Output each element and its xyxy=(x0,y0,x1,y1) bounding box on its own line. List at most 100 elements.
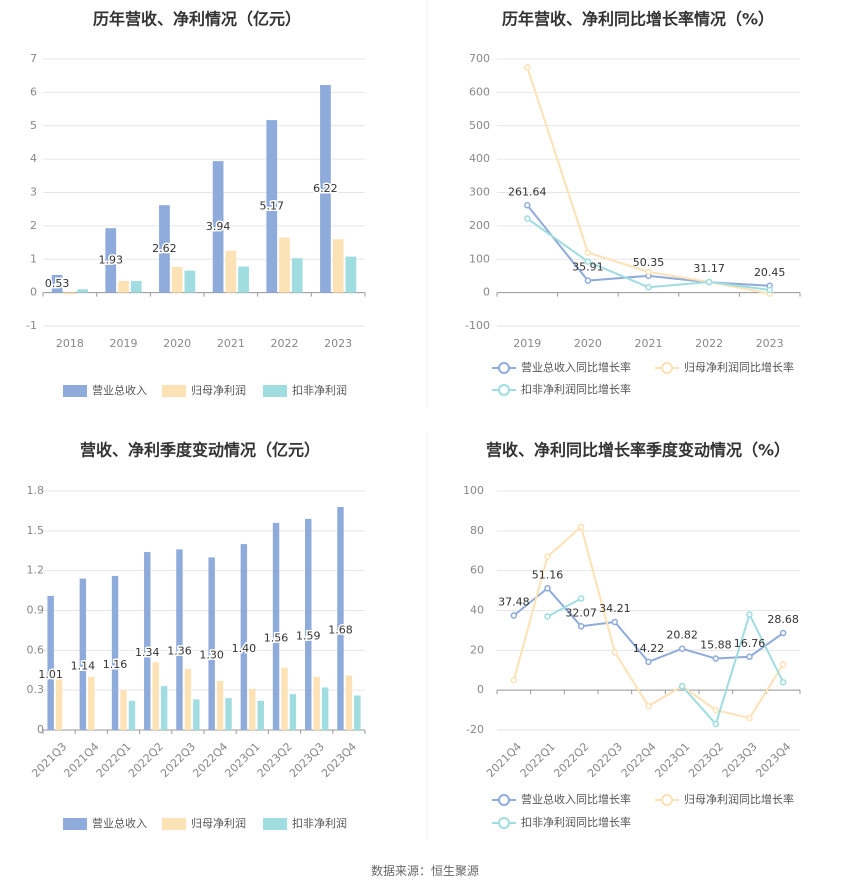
legend-item[interactable]: 归母净利润同比增长率 xyxy=(655,360,794,374)
series-point xyxy=(577,523,585,531)
x-tick-label: 2022 xyxy=(695,337,723,350)
bar-net-profit xyxy=(249,688,256,730)
legend-label: 归母净利润 xyxy=(191,383,246,397)
series-point xyxy=(611,649,619,656)
bar-revenue xyxy=(105,228,117,293)
series-line-segment xyxy=(681,685,717,725)
legend-swatch xyxy=(263,385,287,397)
x-tick-label: 2023Q4 xyxy=(753,740,793,780)
series-line-segment xyxy=(708,280,770,291)
series-point xyxy=(510,612,518,619)
series-point xyxy=(510,676,518,684)
y-tick-label: 7 xyxy=(30,52,37,65)
legend-item[interactable]: 扣非净利润 xyxy=(263,816,347,830)
y-tick-label: 0 xyxy=(477,683,484,696)
legend-marker xyxy=(498,817,510,829)
bar-revenue xyxy=(305,518,312,730)
x-tick-label: 2019 xyxy=(513,337,541,350)
y-tick-label: 1 xyxy=(30,252,37,265)
legend-item[interactable]: 归母净利润同比增长率 xyxy=(655,792,794,806)
source-text: 数据来源：恒生聚源 xyxy=(370,864,479,878)
y-tick-label: -1 xyxy=(26,319,37,332)
data-label: 0.53 xyxy=(45,277,70,290)
data-label: 1.93 xyxy=(99,253,124,266)
y-tick-label: 700 xyxy=(469,52,490,65)
y-tick-label: 1.5 xyxy=(27,524,45,537)
x-tick-label: 2023Q1 xyxy=(652,740,692,780)
bar-deducted-profit xyxy=(184,270,196,293)
legend-label: 营业总收入同比增长率 xyxy=(521,792,631,806)
series-line-segment xyxy=(648,270,710,283)
series-line-segment xyxy=(715,709,750,720)
bar-net-profit xyxy=(152,662,159,730)
series-point xyxy=(645,702,652,710)
bar-deducted-profit xyxy=(354,695,361,730)
bar-revenue xyxy=(176,549,183,730)
y-tick-label: -20 xyxy=(466,723,484,736)
x-tick-label: 2021 xyxy=(217,337,245,350)
x-tick-label: 2023 xyxy=(756,337,784,350)
legend-item[interactable]: 营业总收入 xyxy=(63,383,147,397)
x-tick-label: 2022 xyxy=(271,337,299,350)
y-tick-label: 0 xyxy=(30,286,37,299)
legend-item[interactable]: 归母净利润 xyxy=(162,816,246,830)
x-tick-label: 2022Q3 xyxy=(585,740,625,780)
series-line-segment xyxy=(512,556,549,681)
y-tick-label: 200 xyxy=(469,219,490,232)
series-line-segment xyxy=(681,647,717,660)
legend-label: 归母净利润同比增长率 xyxy=(684,360,794,374)
bar-revenue xyxy=(79,578,87,730)
legend-item[interactable]: 营业总收入同比增长率 xyxy=(492,792,631,806)
series-point xyxy=(645,658,652,666)
series-line-segment xyxy=(681,685,717,711)
series-point xyxy=(746,714,753,722)
data-label: 6.22 xyxy=(313,182,338,195)
legend-item[interactable]: 营业总收入同比增长率 xyxy=(492,360,631,374)
bar-deducted-profit xyxy=(193,699,200,730)
series-point xyxy=(544,553,551,560)
bar-net-profit xyxy=(216,680,224,730)
legend-item[interactable]: 归母净利润 xyxy=(162,383,246,397)
x-tick-label: 2021 xyxy=(635,337,663,350)
series-point xyxy=(544,585,551,592)
series-point xyxy=(678,682,686,690)
legend-label: 归母净利润 xyxy=(191,816,246,830)
x-tick-label: 2023Q4 xyxy=(319,740,359,780)
data-label: 34.21 xyxy=(599,602,631,615)
legend-item[interactable]: 营业总收入 xyxy=(63,816,147,830)
series-point xyxy=(645,268,652,276)
y-tick-label: 40 xyxy=(470,604,484,617)
legend-item[interactable]: 扣非净利润同比增长率 xyxy=(492,382,631,396)
legend-label: 营业总收入 xyxy=(92,816,147,830)
data-label: 14.22 xyxy=(633,642,665,655)
chart-2: 历年营收、净利同比增长率情况（%） -100 0 100 200 300 400 500 600… xyxy=(465,10,801,396)
series-line-segment xyxy=(613,651,650,707)
y-tick-label: 4 xyxy=(30,152,37,165)
x-tick-label: 2020 xyxy=(163,337,191,350)
y-tick-label: 60 xyxy=(470,564,484,577)
data-label: 2.62 xyxy=(152,242,177,255)
legend-label: 扣非净利润同比增长率 xyxy=(521,382,631,396)
series-point xyxy=(577,595,585,602)
series-point xyxy=(645,284,652,291)
data-label: 35.91 xyxy=(572,261,604,274)
chart-title: 营收、净利季度变动情况（亿元） xyxy=(80,441,320,460)
y-tick-label: 3 xyxy=(30,186,37,199)
bar-net-profit xyxy=(118,280,129,293)
legend-item[interactable]: 扣非净利润同比增长率 xyxy=(492,815,631,829)
legend-swatch xyxy=(263,818,287,830)
series-line-segment xyxy=(546,526,582,558)
bar-deducted-profit xyxy=(257,700,264,730)
series-point xyxy=(584,258,592,265)
series-point xyxy=(577,623,585,630)
series-line-segment xyxy=(513,587,549,617)
series-point xyxy=(712,706,720,714)
data-label: 5.17 xyxy=(260,199,285,212)
legend-label: 扣非净利润 xyxy=(292,816,347,830)
data-label: 1.16 xyxy=(103,658,128,671)
y-tick-label: 100 xyxy=(469,252,490,265)
legend-item[interactable]: 扣非净利润 xyxy=(263,383,347,397)
data-label: 20.45 xyxy=(754,266,786,279)
series-point xyxy=(705,278,713,286)
x-tick-label: 2021Q4 xyxy=(484,740,524,780)
